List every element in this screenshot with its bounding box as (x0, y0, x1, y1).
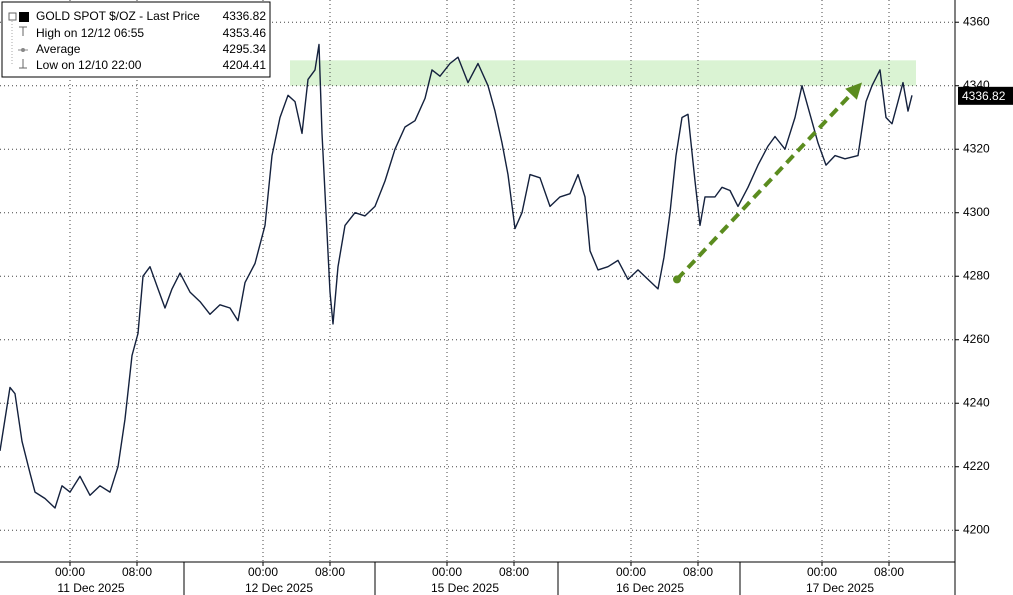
arrow-head (845, 82, 862, 100)
x-tick-label: 00:00 (432, 565, 462, 579)
x-tick-label: 08:00 (874, 565, 904, 579)
legend-value: 4353.46 (223, 26, 267, 40)
legend-value: 4336.82 (223, 9, 267, 23)
trend-arrow (675, 92, 853, 281)
legend-label: High on 12/12 06:55 (36, 26, 144, 40)
x-tick-label: 08:00 (122, 565, 152, 579)
x-tick-label: 00:00 (55, 565, 85, 579)
y-tick-label: 4280 (963, 268, 990, 282)
legend-icon-high (19, 26, 27, 36)
legend-label: Low on 12/10 22:00 (36, 58, 142, 72)
y-tick-label: 4360 (963, 14, 990, 28)
legend-icon-low (19, 59, 27, 69)
x-tick-label: 00:00 (807, 565, 837, 579)
legend: GOLD SPOT $/OZ - Last Price 4336.82 High o… (1, 1, 271, 78)
legend-value: 4204.41 (223, 58, 267, 72)
x-tick-label: 08:00 (315, 565, 345, 579)
legend-icon-avg-dot (21, 48, 25, 52)
legend-box (1, 1, 271, 78)
date-label: 15 Dec 2025 (431, 581, 499, 595)
arrow-start (673, 275, 681, 284)
y-tick-label: 4300 (963, 205, 990, 219)
date-label: 16 Dec 2025 (616, 581, 684, 595)
date-label: 17 Dec 2025 (806, 581, 874, 595)
legend-toggle (8, 12, 17, 21)
x-tick-label: 00:00 (248, 565, 278, 579)
date-label: 11 Dec 2025 (57, 581, 124, 595)
price-line (0, 43, 913, 509)
x-tick-label: 08:00 (499, 565, 529, 579)
y-tick-label: 4320 (963, 141, 990, 155)
last-price-tag (958, 86, 1013, 105)
x-tick-label: 08:00 (683, 565, 713, 579)
y-tick-label: 4260 (963, 332, 990, 346)
legend-value: 4295.34 (223, 42, 267, 56)
legend-label: GOLD SPOT $/OZ - Last Price (36, 9, 200, 23)
x-tick-label: 00:00 (616, 565, 646, 579)
date-label: 12 Dec 2025 (245, 581, 313, 595)
highlight-band (290, 60, 916, 86)
y-tick-label: 4220 (963, 459, 990, 473)
last-price-label: 4336.82 (962, 89, 1006, 103)
legend-label: Average (36, 42, 81, 56)
y-tick-label: 4200 (963, 522, 990, 536)
y-tick-label: 4240 (963, 395, 990, 409)
legend-swatch (19, 12, 29, 22)
